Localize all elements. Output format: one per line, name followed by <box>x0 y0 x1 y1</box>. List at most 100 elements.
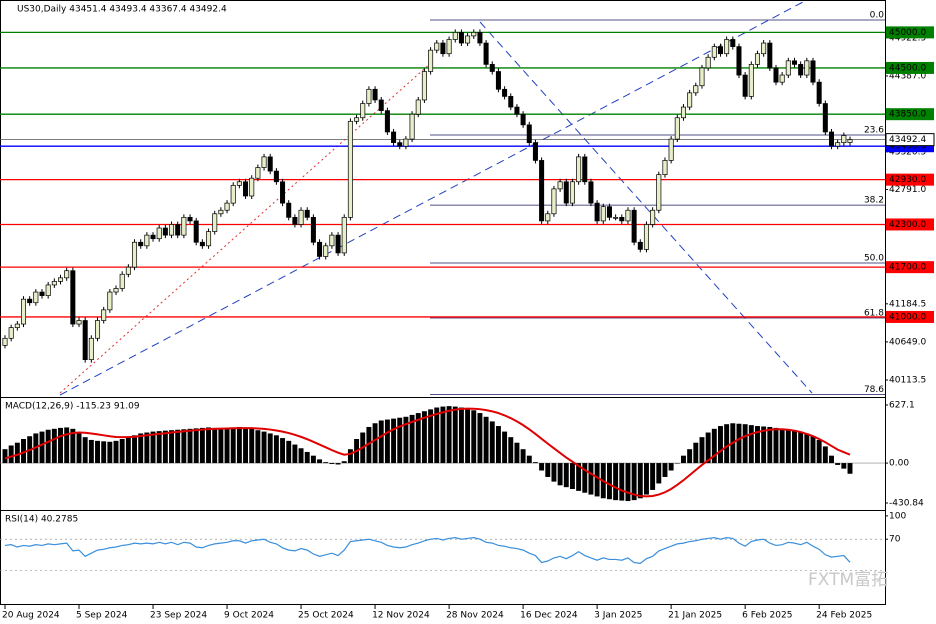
candle <box>428 49 434 72</box>
candle <box>88 337 94 360</box>
macd-bar <box>45 429 51 464</box>
candle <box>187 216 193 222</box>
level-label: 42930.0 <box>889 175 926 185</box>
x-tick-label: 24 Feb 2025 <box>816 611 872 621</box>
candle <box>526 124 532 143</box>
candle <box>366 88 372 104</box>
rsi-title: RSI(14) 40.2785 <box>5 515 78 525</box>
candle <box>391 131 397 143</box>
macd-bar <box>88 439 94 464</box>
candle <box>631 209 637 243</box>
macd-bar <box>841 463 847 469</box>
x-tick-label: 9 Oct 2024 <box>224 611 274 621</box>
candle <box>132 241 138 268</box>
candle <box>662 160 668 176</box>
candle <box>520 113 526 126</box>
x-tick-label: 28 Nov 2024 <box>446 611 504 621</box>
candle <box>687 92 693 108</box>
candle <box>249 177 255 197</box>
candle <box>280 181 286 204</box>
fib-label: 0.0 <box>870 10 885 20</box>
macd-bar <box>489 421 495 464</box>
macd-bar <box>175 429 181 464</box>
macd-bar <box>391 418 397 464</box>
candle <box>816 81 822 104</box>
candle <box>360 103 366 119</box>
candle <box>742 74 748 97</box>
candle <box>20 298 27 325</box>
macd-bar <box>810 436 816 464</box>
candle <box>323 245 329 257</box>
candle <box>341 216 347 254</box>
candle <box>502 88 508 97</box>
macd-bar <box>724 424 730 464</box>
macd-bar <box>773 427 779 464</box>
y-tick-label: 43320.5 <box>889 147 926 157</box>
candle <box>150 234 156 240</box>
macd-bar <box>372 423 378 464</box>
macd-bar <box>582 463 588 493</box>
macd-bar <box>397 417 403 464</box>
candle <box>650 209 656 225</box>
macd-bar <box>594 463 600 497</box>
macd-bar <box>329 463 335 465</box>
macd-bar <box>718 426 723 464</box>
macd-bar <box>755 426 760 464</box>
candle <box>304 209 310 218</box>
macd-bar <box>576 463 582 491</box>
candle <box>613 216 619 219</box>
macd-bar <box>21 439 26 464</box>
macd-bar <box>113 440 119 464</box>
candle <box>545 213 551 222</box>
rsi-line <box>4 537 851 564</box>
candle <box>384 110 390 133</box>
candle <box>483 42 489 65</box>
macd-bar <box>452 406 458 464</box>
candle <box>169 224 175 236</box>
macd-bar <box>169 430 174 464</box>
y-tick-label: -430.84 <box>889 498 924 508</box>
candle <box>236 181 242 186</box>
candle <box>292 216 298 225</box>
macd-bar <box>292 444 298 464</box>
macd-bar <box>255 430 261 464</box>
level-label: 41000.0 <box>889 312 926 322</box>
macd-bar <box>835 463 841 465</box>
level-label: 44500.0 <box>889 63 926 73</box>
candle <box>724 39 730 55</box>
macd-bar <box>150 431 156 464</box>
main-title: US30,Daily 43451.4 43493.4 43367.4 43492… <box>17 5 227 15</box>
level-label: 45000.0 <box>889 28 926 38</box>
candle <box>847 139 853 143</box>
macd-bar <box>206 427 212 464</box>
x-tick-label: 25 Oct 2024 <box>298 611 354 621</box>
candle <box>70 270 76 325</box>
fib-label: 23.6 <box>864 126 884 136</box>
macd-bar <box>736 423 742 464</box>
level-label: 42300.0 <box>889 220 926 230</box>
macd-bar <box>421 411 427 464</box>
candle <box>810 60 816 83</box>
level-label-box <box>886 26 934 39</box>
macd-bar <box>477 413 483 464</box>
level-label: 43400.0 <box>889 142 926 152</box>
macd-bar <box>563 463 569 488</box>
macd-bar <box>619 463 625 501</box>
candle <box>181 216 187 236</box>
macd-bar <box>323 462 329 464</box>
macd-bar <box>428 409 434 464</box>
candle <box>637 241 643 250</box>
macd-bar <box>156 431 162 464</box>
candle <box>582 156 588 183</box>
macd-bar <box>249 428 255 464</box>
level-label-box <box>886 261 934 274</box>
level-label-box <box>886 108 934 121</box>
macd-bar <box>280 438 286 464</box>
fib-label: 61.8 <box>864 309 884 319</box>
candle <box>791 60 797 65</box>
candle <box>397 142 403 147</box>
candle <box>489 64 495 72</box>
candle <box>532 142 538 161</box>
macd-bar <box>286 440 292 464</box>
candle <box>33 291 39 304</box>
